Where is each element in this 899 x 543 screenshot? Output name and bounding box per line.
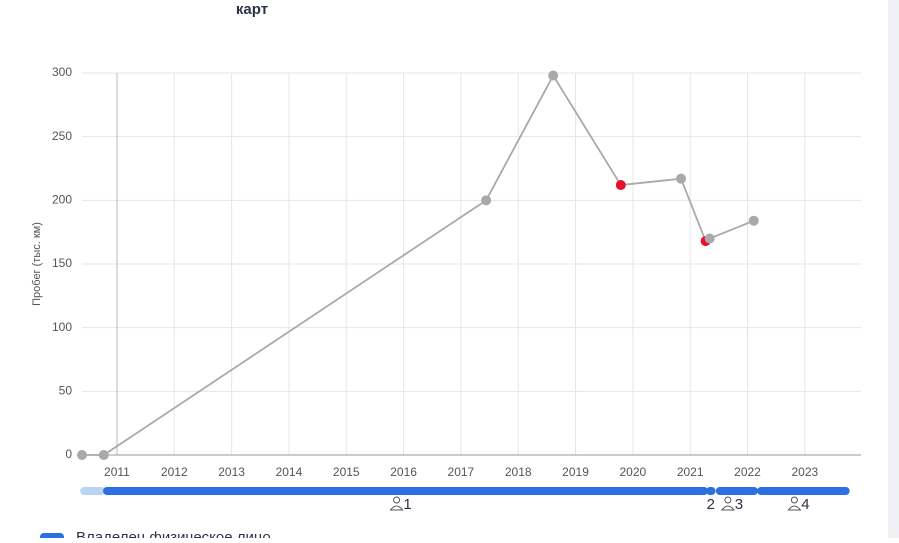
y-tick-label: 250 bbox=[52, 129, 72, 143]
chart-title: карт bbox=[236, 1, 268, 18]
x-tick-label: 2019 bbox=[562, 465, 589, 479]
y-tick-label: 150 bbox=[52, 256, 72, 270]
data-point bbox=[676, 173, 687, 184]
x-tick-label: 2011 bbox=[104, 465, 130, 479]
data-point bbox=[481, 195, 492, 206]
series-line bbox=[82, 73, 755, 456]
owner-icon bbox=[389, 505, 404, 511]
data-point bbox=[615, 180, 626, 191]
data-point bbox=[98, 450, 109, 460]
x-tick-label: 2017 bbox=[448, 465, 475, 479]
x-tick-label: 2014 bbox=[276, 465, 303, 479]
y-tick-label: 300 bbox=[52, 65, 72, 79]
y-tick-label: 50 bbox=[59, 384, 73, 398]
owner-period bbox=[80, 487, 106, 495]
scrollbar bbox=[888, 0, 899, 538]
legend-swatch bbox=[40, 533, 64, 543]
owner-label: 4 bbox=[801, 496, 809, 513]
x-tick-label: 2015 bbox=[333, 465, 360, 479]
owner-label: 2 bbox=[707, 496, 715, 513]
x-tick-label: 2016 bbox=[390, 465, 417, 479]
x-tick-label: 2012 bbox=[161, 465, 188, 479]
x-tick-label: 2023 bbox=[791, 465, 818, 479]
data-point bbox=[704, 233, 715, 244]
owner-period bbox=[706, 487, 716, 495]
x-tick-label: 2021 bbox=[677, 465, 704, 479]
y-tick-label: 0 bbox=[65, 447, 72, 461]
data-point bbox=[77, 450, 87, 460]
y-tick-label: 100 bbox=[52, 320, 72, 334]
y-axis-label: Пробег (тыс. км) bbox=[31, 222, 43, 306]
x-tick-label: 2022 bbox=[734, 465, 761, 479]
x-tick-label: 2013 bbox=[218, 465, 245, 479]
owner-label: 1 bbox=[403, 496, 411, 513]
owner-icon bbox=[790, 496, 798, 504]
legend-label: Владелец физическое лицо bbox=[76, 529, 271, 538]
data-point bbox=[548, 70, 559, 81]
owner-period bbox=[103, 487, 709, 495]
x-tick-label: 2018 bbox=[505, 465, 532, 479]
y-tick-label: 200 bbox=[52, 193, 72, 207]
owner-label: 3 bbox=[735, 496, 743, 513]
owner-period bbox=[715, 487, 758, 495]
owner-period bbox=[757, 487, 850, 495]
owner-icon bbox=[720, 505, 735, 511]
owner-icon bbox=[787, 505, 802, 511]
owner-icon bbox=[393, 496, 401, 504]
owner-icon bbox=[724, 496, 732, 504]
x-tick-label: 2020 bbox=[620, 465, 647, 479]
data-point bbox=[748, 215, 759, 226]
